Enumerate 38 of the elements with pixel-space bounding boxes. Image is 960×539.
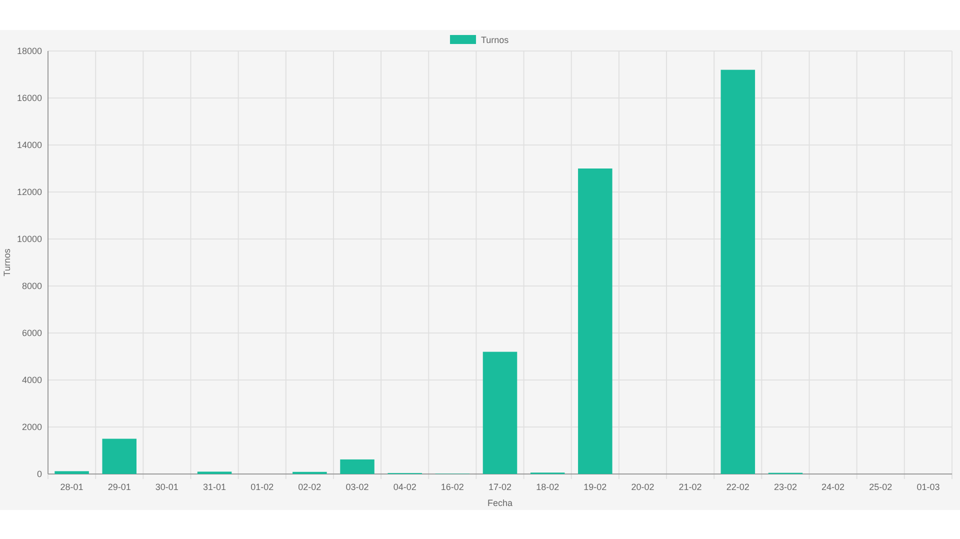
x-tick-label: 16-02 bbox=[440, 482, 464, 492]
bar bbox=[482, 352, 518, 474]
y-tick-label: 0 bbox=[36, 468, 42, 479]
x-tick-label: 04-02 bbox=[393, 482, 416, 492]
x-tick-label: 21-02 bbox=[678, 482, 702, 492]
bar bbox=[102, 438, 136, 474]
bar bbox=[54, 471, 89, 474]
y-axis-title: Turnos bbox=[2, 248, 12, 276]
x-tick-label: 28-01 bbox=[60, 482, 84, 492]
x-tick-label: 18-02 bbox=[536, 482, 560, 492]
y-tick-label: 2000 bbox=[22, 422, 42, 432]
y-tick-label: 18000 bbox=[16, 46, 42, 56]
x-tick-label: 25-02 bbox=[869, 482, 892, 492]
x-tick-label: 29-01 bbox=[108, 482, 131, 492]
x-tick-label: 30-01 bbox=[155, 482, 178, 492]
y-tick-label: 4000 bbox=[22, 374, 42, 385]
x-tick-label: 02-02 bbox=[298, 482, 322, 492]
y-tick-label: 6000 bbox=[22, 328, 42, 338]
x-tick-label: 24-02 bbox=[822, 482, 845, 492]
x-axis-title: Fecha bbox=[487, 498, 513, 508]
x-tick-label: 19-02 bbox=[584, 482, 607, 492]
x-tick-label: 17-02 bbox=[488, 482, 512, 492]
y-tick-label: 10000 bbox=[16, 234, 42, 244]
x-tick-label: 23-02 bbox=[774, 482, 797, 492]
x-tick-label: 01-03 bbox=[916, 482, 940, 492]
bar bbox=[578, 168, 612, 474]
x-tick-label: 03-02 bbox=[346, 482, 369, 492]
y-tick-label: 12000 bbox=[16, 186, 42, 197]
y-tick-label: 16000 bbox=[16, 92, 42, 103]
y-tick-label: 14000 bbox=[16, 140, 42, 150]
bar bbox=[340, 459, 374, 474]
bar bbox=[720, 70, 756, 474]
legend-label: Turnos bbox=[481, 34, 510, 45]
x-tick-label: 20-02 bbox=[631, 482, 654, 492]
x-tick-label: 22-02 bbox=[726, 482, 750, 492]
x-tick-label: 01-02 bbox=[250, 482, 274, 492]
y-tick-label: 8000 bbox=[22, 280, 42, 291]
x-tick-label: 31-01 bbox=[203, 482, 226, 492]
